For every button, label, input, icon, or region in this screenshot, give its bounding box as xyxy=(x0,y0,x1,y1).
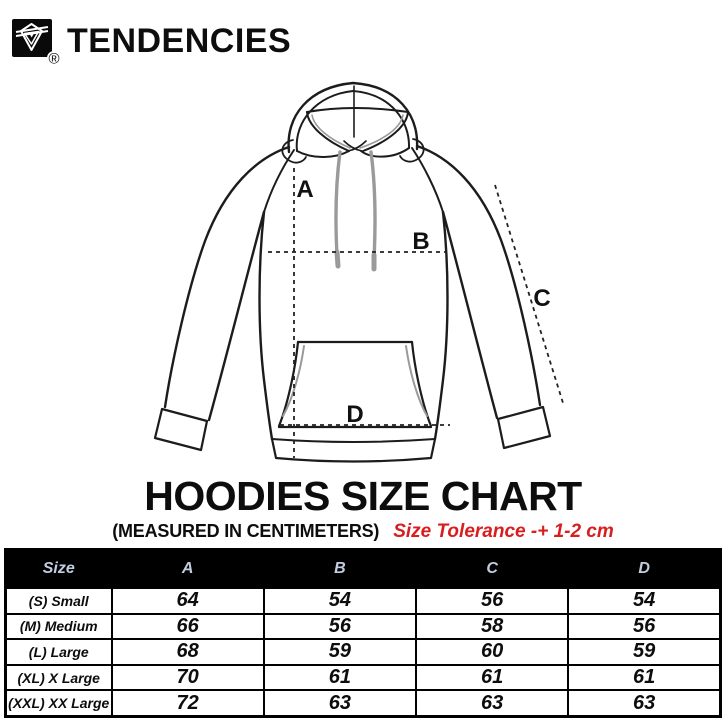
registered-mark: ® xyxy=(48,51,59,67)
measure-label-c: C xyxy=(533,285,550,312)
drawstring-right xyxy=(369,150,377,261)
drawstring-left xyxy=(334,150,342,258)
raglan-seam-right xyxy=(411,147,444,213)
size-table: Size A B C D (S) Small 64 54 56 54 (M) M… xyxy=(4,548,722,718)
measurement-cell: 54 xyxy=(567,587,722,615)
measurement-cell: 56 xyxy=(567,612,722,641)
measurement-cell: 54 xyxy=(262,587,418,615)
measure-label-b: B xyxy=(412,228,429,255)
column-header-b: B xyxy=(262,548,418,589)
hem-band xyxy=(271,438,436,443)
measurement-cell: 56 xyxy=(414,587,570,615)
measure-label-a: A xyxy=(296,176,313,203)
size-table-row: (M) Medium 66 56 58 56 xyxy=(4,612,722,641)
body-right-edge xyxy=(433,210,449,441)
pocket-opening-right xyxy=(405,345,428,417)
hoodie-measurement-diagram: A B C D xyxy=(153,81,564,463)
brand-logo: ® TENDENCIES xyxy=(10,16,291,66)
brand-name: TENDENCIES xyxy=(67,21,292,60)
measurement-cell: 72 xyxy=(110,689,265,718)
right-sleeve xyxy=(415,144,542,407)
column-header-d: D xyxy=(567,548,722,589)
page-title: HOODIES SIZE CHART xyxy=(144,473,582,519)
measurement-cell: 61 xyxy=(262,663,418,692)
size-table-row: (L) Large 68 59 60 59 xyxy=(4,638,722,666)
subtitle-row: (MEASURED IN CENTIMETERS) Size Tolerance… xyxy=(0,521,726,543)
size-tolerance-note: Size Tolerance -+ 1-2 cm xyxy=(393,521,614,542)
measurement-cell: 63 xyxy=(262,689,418,718)
measurement-cell: 58 xyxy=(414,612,570,641)
right-cuff xyxy=(496,405,552,450)
measurement-cell: 61 xyxy=(414,663,570,692)
measurement-cell: 63 xyxy=(414,689,570,718)
hood-opening xyxy=(306,107,409,113)
left-sleeve xyxy=(163,145,291,409)
measurement-cell: 63 xyxy=(567,689,722,718)
measurement-cell: 68 xyxy=(110,638,265,666)
measurement-cell: 61 xyxy=(567,663,722,692)
size-label-cell: (S) Small xyxy=(4,587,113,615)
measurement-cell: 60 xyxy=(414,638,570,666)
size-label-cell: (XXL) XX Large xyxy=(4,689,113,718)
column-header-size: Size xyxy=(4,548,113,589)
hood-outline xyxy=(287,81,419,154)
measure-line-c xyxy=(494,184,564,404)
measurement-cell: 56 xyxy=(262,612,418,641)
measurement-cell: 66 xyxy=(110,612,265,641)
diamond-gem-icon: ® xyxy=(12,19,61,67)
left-cuff xyxy=(153,407,209,452)
measure-label-d: D xyxy=(346,401,363,428)
measurement-cell: 59 xyxy=(567,638,722,666)
raglan-seam-left xyxy=(263,149,295,213)
size-label-cell: (XL) X Large xyxy=(4,663,113,692)
size-table-row: (XXL) XX Large 72 63 63 63 xyxy=(4,689,722,718)
body-left-edge xyxy=(258,210,274,441)
size-label-cell: (M) Medium xyxy=(4,612,113,641)
measurement-unit-note: (MEASURED IN CENTIMETERS) xyxy=(112,521,380,541)
measurement-cell: 59 xyxy=(262,638,418,666)
size-label-cell: (L) Large xyxy=(4,638,113,666)
measurement-cell: 70 xyxy=(110,663,265,692)
measurement-cell: 64 xyxy=(110,587,265,615)
column-header-c: C xyxy=(414,548,570,589)
size-table-row: (XL) X Large 70 61 61 61 xyxy=(4,663,722,692)
pocket-opening-left xyxy=(282,345,305,417)
size-table-row: (S) Small 64 54 56 54 xyxy=(4,587,722,615)
column-header-a: A xyxy=(110,548,265,589)
size-table-header-row: Size A B C D xyxy=(4,548,722,589)
